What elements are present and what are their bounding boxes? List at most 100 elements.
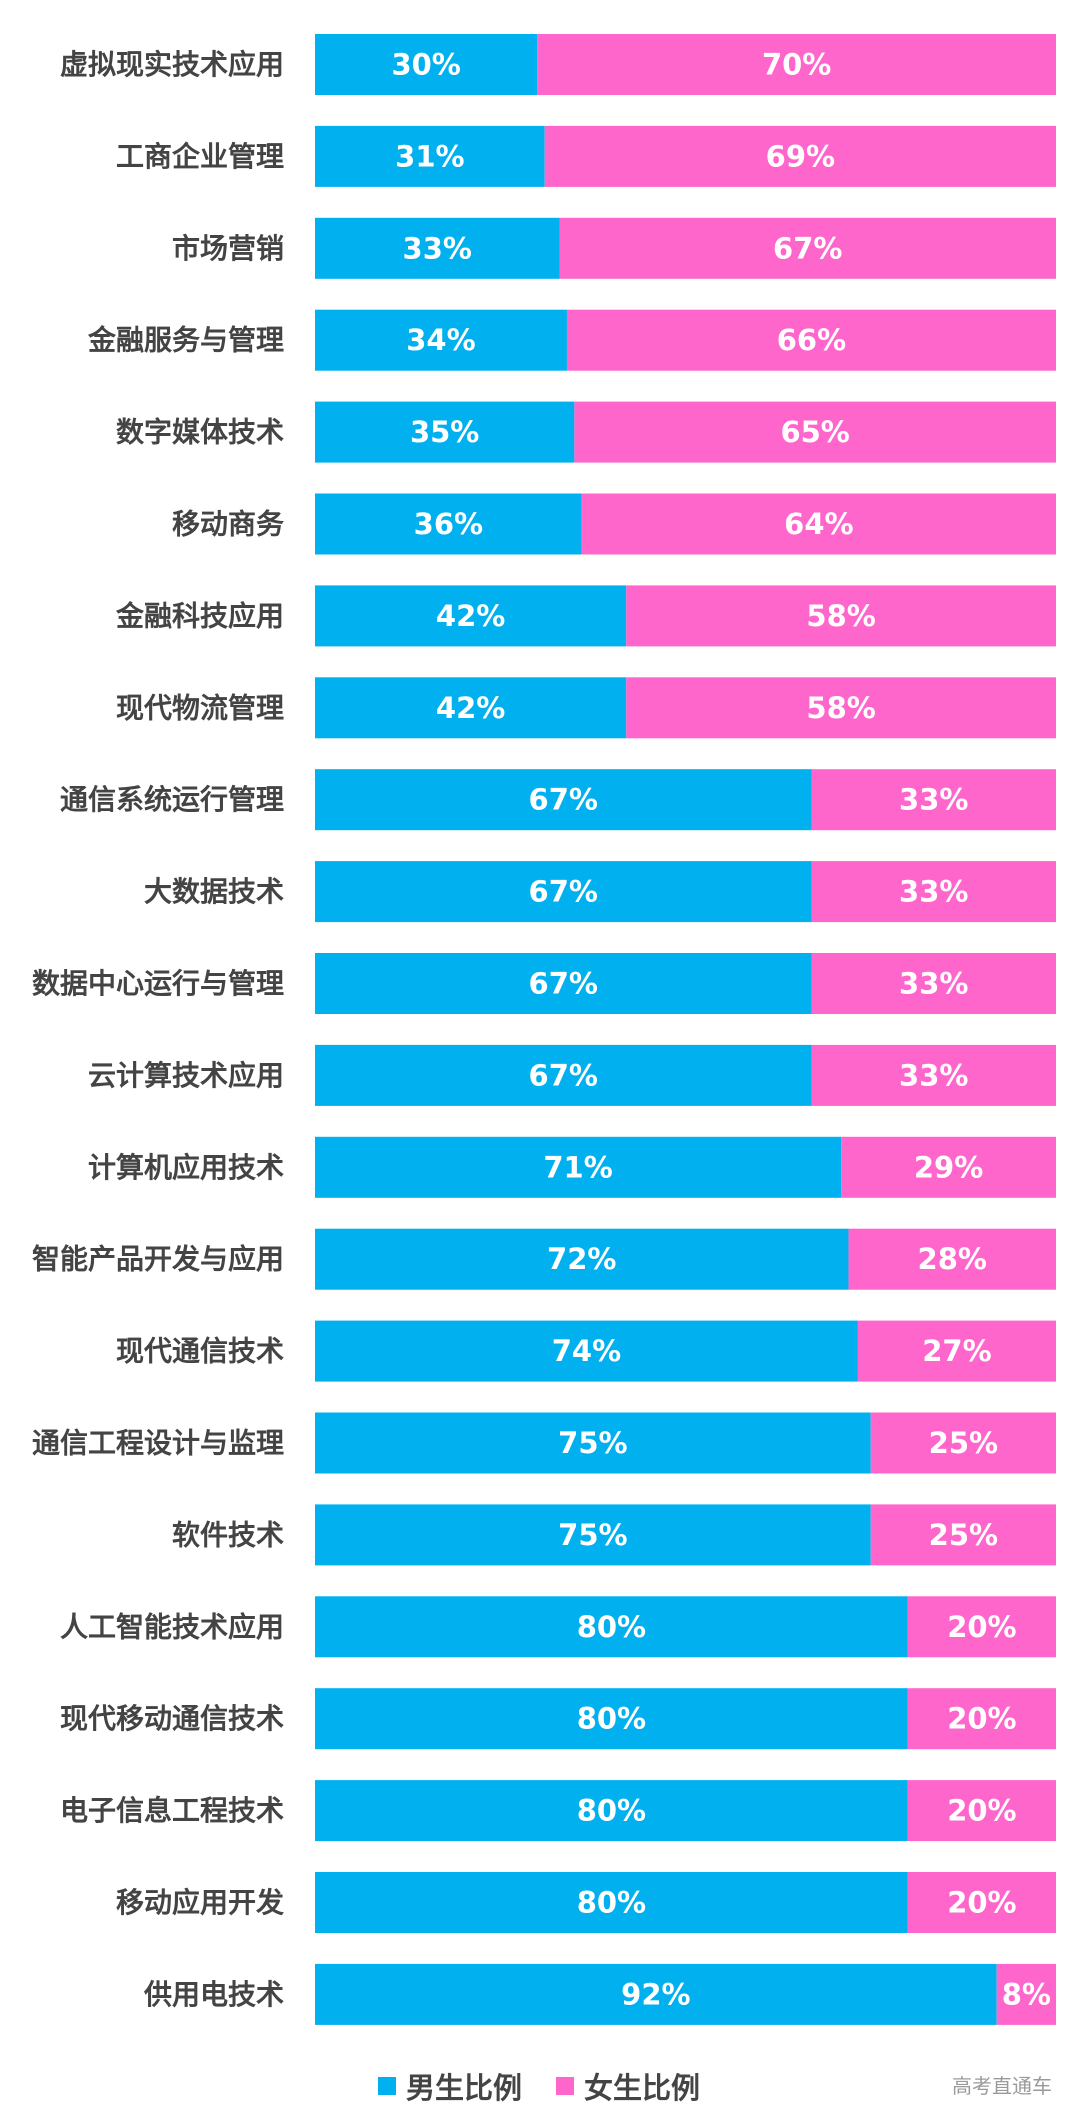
bar-row: 大数据技术 67% 33% [144,861,1056,923]
bar-row: 金融科技应用 42% 58% [115,585,1056,647]
bar-segment-male [315,1963,997,2025]
bar-segment-female [811,1044,1056,1106]
value-label-female: 65% [780,415,849,449]
legend: 男生比例 女生比例 [0,2060,1080,2112]
category-label: 电子信息工程技术 [60,1794,284,1827]
bar-segment-female [811,769,1056,831]
bar-row: 虚拟现实技术应用 30% 70% [60,34,1056,95]
bar-row: 智能产品开发与应用 72% 28% [32,1228,1056,1290]
bar-row: 云计算技术应用 67% 33% [88,1044,1056,1106]
value-label-female: 29% [914,1150,983,1184]
category-label: 供用电技术 [143,1978,284,2011]
bar-segment-male [315,1320,858,1382]
bar-segment-male [315,1228,849,1290]
value-label-female: 33% [899,1058,968,1092]
value-label-male: 67% [529,1058,598,1092]
bar-segment-female [811,861,1056,923]
bar-row: 工商企业管理 31% 69% [116,125,1056,187]
bar-segment-female [907,1780,1056,1842]
bar-segment-female [870,1412,1056,1474]
value-label-male: 67% [529,783,598,817]
category-label: 智能产品开发与应用 [32,1243,284,1276]
value-label-female: 8% [1002,1977,1051,2011]
legend-label-male: 男生比例 [406,2071,523,2105]
legend-swatch-female [556,2077,574,2095]
bar-segment-male [315,1044,812,1106]
bar-segment-male [315,401,575,463]
legend-item-female: 女生比例 [556,2060,700,2112]
bar-row: 现代物流管理 42% 58% [116,677,1056,739]
bar-segment-male [315,861,812,923]
value-label-female: 33% [899,967,968,1001]
value-label-female: 58% [806,691,875,725]
bar-segment-male [315,125,545,187]
value-label-female: 27% [922,1334,991,1368]
value-label-male: 80% [577,1702,646,1736]
category-label: 软件技术 [172,1518,284,1551]
bar-segment-male [315,1596,908,1658]
value-label-male: 71% [543,1150,612,1184]
bar-segment-male [315,1872,908,1933]
bar-segment-male [315,953,812,1014]
bar-row: 计算机应用技术 71% 29% [88,1136,1056,1198]
value-label-female: 25% [929,1426,998,1460]
bar-segment-female [537,34,1056,95]
bar-row: 移动商务 36% 64% [172,493,1056,555]
value-label-female: 20% [947,1610,1016,1644]
value-label-male: 30% [391,48,460,82]
bar-segment-male [315,34,538,95]
bar-row: 现代通信技术 74% 27% [116,1320,1056,1382]
value-label-male: 75% [558,1426,627,1460]
category-label: 工商企业管理 [116,140,284,173]
bar-row: 软件技术 75% 25% [172,1504,1056,1566]
value-label-female: 66% [777,323,846,357]
value-label-male: 80% [577,1886,646,1920]
value-label-female: 67% [773,231,842,265]
bar-segment-female [559,217,1056,279]
value-label-male: 72% [547,1242,616,1276]
bar-row: 现代移动通信技术 80% 20% [60,1688,1056,1750]
bar-segment-female [544,125,1056,187]
bar-row: 人工智能技术应用 80% 20% [60,1596,1056,1658]
category-label: 市场营销 [172,232,284,265]
category-label: 现代通信技术 [116,1335,284,1368]
bar-segment-female [566,309,1056,371]
bar-row: 市场营销 33% 67% [172,217,1056,279]
value-label-male: 80% [577,1610,646,1644]
bar-segment-male [315,1412,871,1474]
watermark: 高考直通车 [952,2074,1052,2098]
bar-segment-male [315,585,627,647]
category-label: 金融科技应用 [115,599,284,632]
bar-segment-male [315,1504,871,1566]
bar-row: 供用电技术 92% 8% [143,1963,1056,2025]
category-label: 数字媒体技术 [116,416,284,449]
bar-segment-female [848,1228,1056,1290]
value-label-male: 67% [529,967,598,1001]
legend-item-male: 男生比例 [378,2060,522,2112]
value-label-male: 75% [558,1518,627,1552]
value-label-female: 64% [784,507,853,541]
value-label-female: 70% [762,48,831,82]
value-label-female: 25% [929,1518,998,1552]
value-label-male: 33% [403,231,472,265]
category-label: 移动应用开发 [116,1886,284,1919]
bar-segment-female [907,1596,1056,1658]
value-label-female: 20% [947,1886,1016,1920]
bar-segment-male [315,217,560,279]
bar-segment-female [870,1504,1056,1566]
bar-segment-male [315,1780,908,1842]
category-label: 计算机应用技术 [88,1151,284,1184]
bar-segment-female [574,401,1056,463]
value-label-male: 42% [436,599,505,633]
value-label-male: 67% [529,875,598,909]
bar-segment-female [841,1136,1056,1198]
bar-row: 数据中心运行与管理 67% 33% [32,953,1056,1014]
bar-segment-female [581,493,1056,555]
stacked-bar-chart: 虚拟现实技术应用 30% 70% 工商企业管理 31% 69% 市场营销 33% 67% 金融服务… [32,34,1056,2025]
bar-segment-female [626,677,1056,739]
value-label-male: 34% [406,323,475,357]
bar-segment-male [315,493,582,555]
bar-segment-male [315,1688,908,1750]
category-label: 现代物流管理 [116,691,284,724]
bar-segment-female [626,585,1056,647]
